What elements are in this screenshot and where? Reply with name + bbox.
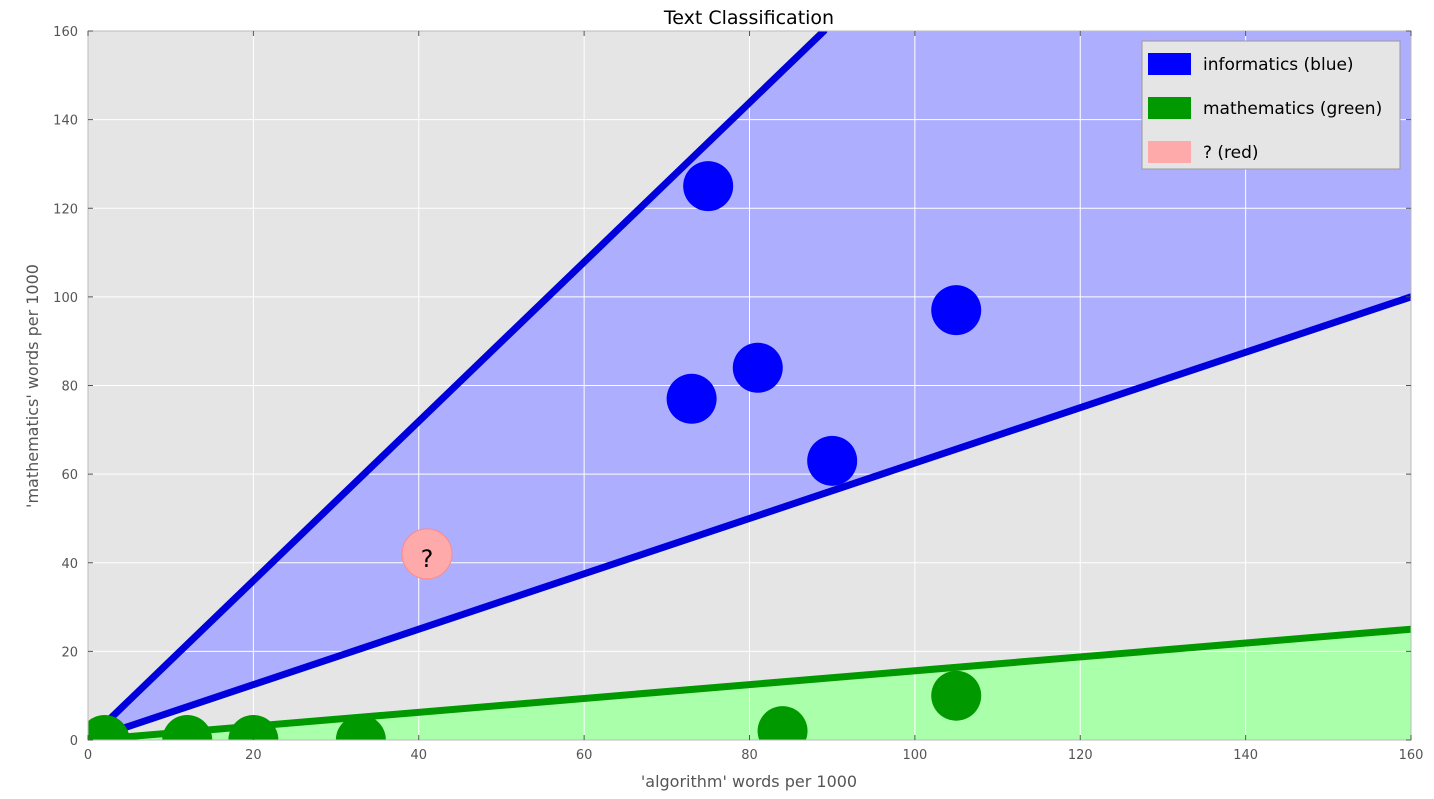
y-tick-label: 60 (61, 468, 78, 483)
y-tick-label: 40 (61, 557, 78, 572)
informatics-boundary-line (88, 31, 828, 740)
informatics-point (666, 373, 717, 424)
informatics-boundary-line (88, 293, 1411, 740)
mathematics-point (757, 706, 808, 740)
x-tick-label: 120 (1068, 748, 1093, 763)
x-axis-label: 'algorithm' words per 1000 (641, 772, 857, 791)
y-tick-label: 0 (70, 734, 78, 749)
y-axis-label: 'mathematics' words per 1000 (23, 264, 42, 508)
informatics-point (732, 342, 783, 393)
boundary-line-layer (88, 31, 1411, 740)
informatics-point (807, 435, 858, 486)
legend-label-informatics: informatics (blue) (1203, 55, 1354, 75)
x-tick-label: 0 (84, 748, 92, 763)
mathematics-point (228, 715, 279, 740)
mathematics-boundary-line (88, 625, 1411, 740)
informatics-point (683, 161, 734, 212)
legend-label-query: ? (red) (1203, 143, 1259, 163)
x-tick-label: 40 (410, 748, 427, 763)
x-tick-label: 140 (1233, 748, 1258, 763)
query-point (401, 528, 453, 580)
x-tick-label: 100 (902, 748, 927, 763)
legend-swatch-query (1148, 141, 1191, 163)
y-tick-label: 120 (53, 202, 78, 217)
x-tick-label: 20 (245, 748, 262, 763)
x-tick-label: 60 (576, 748, 593, 763)
point-layer: ? (88, 161, 982, 740)
y-tick-label: 140 (53, 114, 78, 129)
grid-layer (88, 31, 1411, 740)
mathematics-point (162, 715, 213, 740)
y-tick-label: 20 (61, 645, 78, 660)
legend-label-mathematics: mathematics (green) (1203, 99, 1382, 119)
mathematics-point (931, 670, 982, 721)
query-point-label: ? (421, 545, 434, 573)
y-tick-label: 80 (61, 380, 78, 395)
tick-layer: 0 20 40 60 80 100 120 140 160 0 20 40 60 80 100 120 140 1… (53, 25, 1423, 763)
y-tick-label: 100 (53, 291, 78, 306)
x-tick-label: 80 (741, 748, 758, 763)
y-tick-label: 160 (53, 25, 78, 40)
legend-swatch-mathematics (1148, 97, 1191, 119)
legend: informatics (blue) mathematics (green) ?… (1141, 40, 1401, 170)
x-tick-label: 160 (1399, 748, 1424, 763)
chart-title: Text Classification (663, 7, 834, 29)
mathematics-point (335, 715, 386, 740)
mathematics-point (88, 715, 130, 740)
informatics-point (931, 285, 982, 336)
legend-swatch-informatics (1148, 53, 1191, 75)
